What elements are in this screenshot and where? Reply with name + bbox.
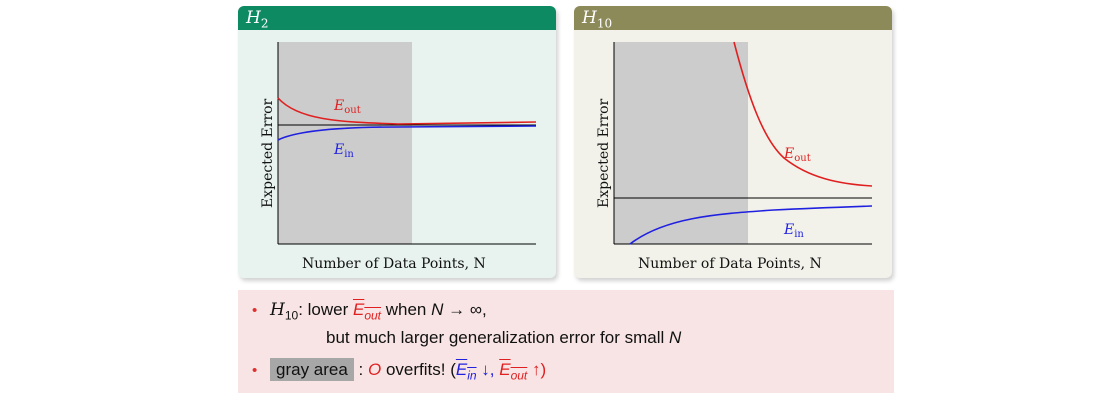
e-out-curve — [277, 97, 537, 125]
ein-symbol: E — [455, 360, 468, 379]
y-axis-label: Expected Error — [596, 98, 612, 208]
e-out-curve — [733, 41, 873, 187]
down-arrow: ↓, — [476, 360, 500, 379]
gray-area — [614, 42, 748, 244]
e-in-curve — [629, 205, 873, 245]
panel-title-sub-h2: 2 — [260, 16, 269, 31]
bullet-dot: • — [252, 362, 258, 379]
eout-bar: Eout — [352, 300, 382, 323]
overfits-text: overfits! ( — [381, 360, 456, 379]
up-arrow: ↑) — [527, 360, 547, 379]
bullet-1-line2: but much larger generalization error for… — [326, 328, 681, 348]
panel-h2: H2 Eout Ein Expected Error Number of Dat… — [238, 6, 556, 278]
eout-symbol-2: E — [499, 360, 511, 379]
bullet-1-line2-text: but much larger generalization error for… — [326, 328, 669, 347]
panel-title-h2: H — [246, 8, 261, 28]
n-symbol-2: N — [668, 328, 682, 347]
h10-sub: 10 — [284, 308, 299, 323]
colon: : — [353, 360, 368, 379]
bullet-1-text1: : lower — [298, 300, 353, 319]
panel-title-h10: H — [582, 8, 597, 28]
bullet-box: • H10: lower Eout when N → ∞, but much la… — [238, 290, 894, 393]
e-out-label: Eout — [783, 146, 811, 164]
plot-h2: Eout Ein Expected Error Number of Data P… — [260, 42, 537, 272]
eout-bar-2: Eout — [499, 360, 528, 383]
h10-symbol: H — [270, 300, 285, 320]
n-symbol: N — [431, 300, 444, 319]
eout-symbol: E — [352, 300, 365, 319]
e-in-curve — [277, 125, 537, 141]
e-in-label: Ein — [333, 142, 354, 160]
bullet-2: • gray area : O overfits! (Ein ↓, Eout ↑) — [252, 358, 547, 383]
e-out-label: Eout — [333, 98, 361, 116]
panel-title-sub-h10: 10 — [596, 16, 613, 31]
ein-sub: in — [467, 368, 477, 383]
e-in-label: Ein — [783, 222, 804, 240]
eout-sub-2: out — [510, 368, 528, 383]
x-axis-label: Number of Data Points, N — [302, 256, 486, 272]
plot-h10: Eout Ein Expected Error Number of Data P… — [596, 41, 873, 272]
gray-area — [278, 42, 412, 244]
bullet-dot: • — [252, 302, 258, 319]
y-axis-label: Expected Error — [260, 98, 276, 208]
panel-header-h2: H2 — [238, 6, 556, 30]
o-symbol: O — [368, 360, 382, 379]
x-axis-label: Number of Data Points, N — [638, 256, 822, 272]
eout-sub: out — [364, 308, 382, 323]
panel-header-h10: H10 — [574, 6, 892, 30]
bullet-1-text2: when — [381, 300, 432, 319]
gray-area-tag: gray area — [270, 358, 354, 381]
ein-bar: Ein — [455, 360, 477, 383]
bullet-1: • H10: lower Eout when N → ∞, — [252, 300, 487, 322]
arrow-infinity: → ∞, — [443, 300, 487, 319]
panel-h10: H10 Eout Ein Expected Error Number of Da… — [574, 6, 892, 278]
